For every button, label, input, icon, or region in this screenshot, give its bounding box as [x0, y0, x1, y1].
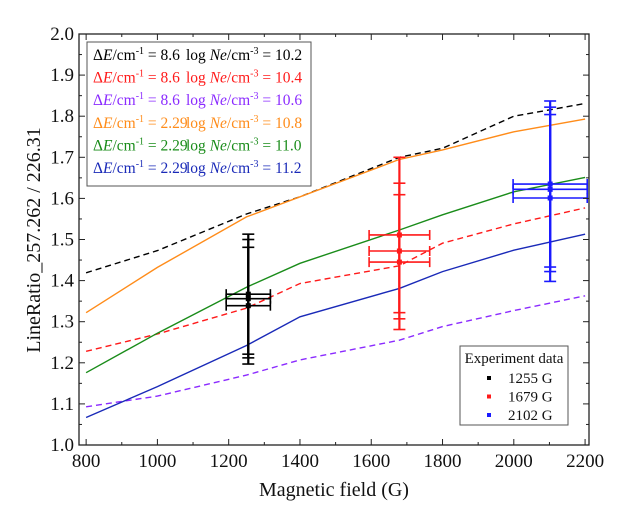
y-tick-label: 1.9 — [50, 65, 74, 86]
x-tick-label: 1600 — [352, 451, 390, 472]
errorbar-point — [368, 193, 431, 331]
experiment-legend: Experiment data 1255 G 1679 G 2102 G — [459, 345, 569, 426]
model-legend-box — [86, 41, 312, 187]
experiment-legend-marker — [487, 394, 491, 399]
legend-entry-4: ΔE/cm-1 = 2.29 — [93, 114, 188, 132]
series-line-6 — [85, 233, 586, 419]
x-tick-label: 2000 — [495, 451, 533, 472]
x-tick-label: 1400 — [281, 451, 319, 472]
x-tick-label: 2200 — [566, 451, 604, 472]
legend-entry-density-3: log Ne/cm-3 = 10.6 — [186, 91, 302, 109]
y-tick-label: 1.5 — [50, 230, 74, 251]
x-tick-label: 1200 — [210, 451, 248, 472]
x-axis-title: Magnetic field (G) — [259, 479, 409, 501]
legend-entry-density-5: log Ne/cm-3 = 11.0 — [186, 136, 302, 154]
y-axis-title: LineRatio_257.262 / 226.31 — [23, 127, 45, 353]
errorbar-point — [512, 113, 589, 283]
legend-entry-density-6: log Ne/cm-3 = 11.2 — [186, 159, 302, 177]
legend-entry-5: ΔE/cm-1 = 2.29 — [93, 136, 188, 154]
y-tick-label: 1.6 — [50, 188, 74, 209]
x-tick-label: 800 — [72, 451, 101, 472]
y-axis-ticks: 1.0 1.1 1.2 1.3 1.4 1.5 1.6 1.7 1.8 1.9 2.0 — [50, 24, 589, 456]
y-tick-label: 1.4 — [50, 271, 74, 292]
y-tick-label: 1.1 — [50, 394, 74, 415]
y-tick-label: 1.7 — [50, 147, 74, 168]
legend-entry-density-4: log Ne/cm-3 = 10.8 — [186, 114, 302, 132]
y-tick-label: 1.3 — [50, 312, 74, 333]
series-line-2 — [85, 207, 586, 352]
experiment-errorbars — [225, 100, 589, 365]
x-axis-ticks: 800 1000 1200 1400 1600 1800 2000 2200 — [72, 34, 604, 472]
legend-entry-3: ΔE/cm-1 = 8.6 — [93, 91, 180, 109]
legend-entry-density-1: log Ne/cm-3 = 10.2 — [186, 46, 302, 64]
model-curves — [85, 102, 586, 419]
series-line-4 — [85, 118, 586, 314]
x-tick-label: 1000 — [138, 451, 176, 472]
series-line-5 — [85, 176, 586, 374]
legend-entry-1: ΔE/cm-1 = 8.6 — [93, 46, 180, 64]
series-line-1 — [85, 102, 586, 274]
x-tick-label: 1800 — [424, 451, 462, 472]
legend-entry-6: ΔE/cm-1 = 2.29 — [93, 159, 188, 177]
experiment-legend-label: 1679 G — [508, 390, 553, 406]
data-point-marker — [245, 303, 251, 309]
y-tick-label: 1.0 — [50, 435, 74, 456]
experiment-legend-label: 1255 G — [508, 371, 553, 387]
y-tick-label: 1.8 — [50, 106, 74, 127]
experiment-legend-box — [459, 345, 569, 426]
experiment-legend-label: 2102 G — [508, 408, 553, 424]
errorbar-point — [225, 246, 272, 365]
experiment-legend-title: Experiment data — [465, 351, 564, 367]
legend-entry-2: ΔE/cm-1 = 8.6 — [93, 69, 180, 87]
y-tick-label: 1.2 — [50, 353, 74, 374]
y-tick-label: 2.0 — [50, 24, 74, 45]
data-point-marker — [396, 259, 402, 265]
data-point-marker — [547, 195, 553, 201]
legend-entry-density-2: log Ne/cm-3 = 10.4 — [186, 69, 302, 87]
experiment-legend-marker — [487, 413, 491, 417]
model-legend: ΔE/cm-1 = 8.6 log Ne/cm-3 = 10.2 ΔE/cm-1 =… — [86, 41, 312, 187]
experiment-legend-marker — [487, 376, 491, 380]
